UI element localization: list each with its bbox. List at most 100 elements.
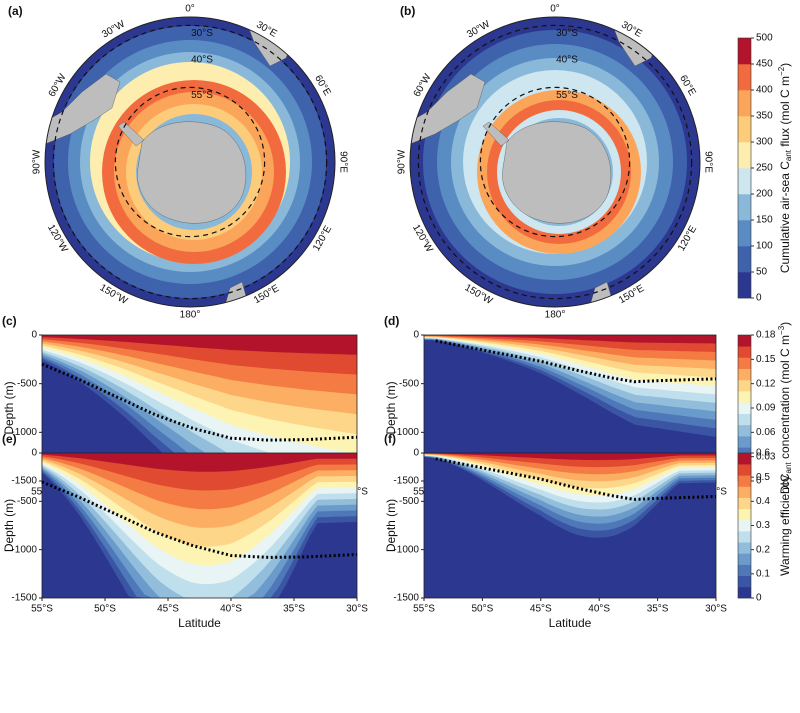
label-part: Cumulative air-sea C — [778, 161, 792, 273]
longitude-label: 180° — [545, 310, 566, 321]
x-axis-label: Latitude — [549, 616, 592, 630]
colorbar-swatch — [738, 168, 751, 195]
colorbar-swatch — [738, 272, 751, 299]
y-tick-label: 0 — [31, 330, 37, 341]
colorbar-label: Cumulative air-sea Cant flux (mol C m−2) — [777, 63, 793, 273]
colorbar-swatch — [738, 436, 751, 448]
colorbar-tick-label: 0.12 — [756, 378, 776, 389]
contour-band — [42, 453, 357, 472]
colorbar-tick-label: 50 — [756, 267, 768, 278]
colorbar-swatch — [738, 508, 751, 521]
panel-label: (e) — [2, 432, 17, 446]
colorbar-tick-label: 0.6 — [756, 448, 770, 459]
map-border — [44, 16, 336, 308]
colorbar-swatch — [738, 553, 751, 565]
colorbar-swatch — [738, 357, 751, 369]
colorbar-swatch — [738, 194, 751, 221]
panel-label: (a) — [8, 4, 23, 18]
colorbar-swatch — [738, 368, 751, 381]
colorbar-tick-label: 0.06 — [756, 427, 776, 438]
longitude-label: 90°E — [702, 151, 713, 173]
colorbar-swatch — [738, 453, 751, 465]
colorbar-tick-label: 0.5 — [756, 472, 770, 483]
colorbar-tick-label: 200 — [756, 189, 773, 200]
colorbar-swatch — [738, 346, 751, 358]
colorbar-tick-label: 150 — [756, 215, 773, 226]
colorbar-tick-label: 300 — [756, 137, 773, 148]
label-part: −3 — [777, 325, 786, 335]
latitude-circle — [52, 24, 328, 300]
latitude-circle — [479, 86, 631, 238]
colorbar-tick-label: 0 — [756, 476, 762, 487]
y-tick-label: -1000 — [393, 544, 419, 555]
contour-band — [424, 335, 716, 344]
y-axis-label: Depth (m) — [2, 381, 16, 434]
latitude-label: 55°S — [556, 90, 578, 101]
colorbar-tick-label: 0.09 — [756, 403, 776, 414]
y-tick-label: -1500 — [393, 593, 419, 604]
y-tick-label: -500 — [17, 496, 37, 507]
x-tick-label: 40°S — [588, 604, 610, 615]
longitude-label: 90°E — [337, 151, 348, 173]
longitude-label: 90°W — [397, 149, 408, 174]
latitude-label: 40°S — [556, 54, 578, 65]
label-part: ant — [784, 462, 793, 474]
colorbar-tick-label: 0 — [756, 593, 762, 604]
colorbar-tick-label: 0.15 — [756, 354, 776, 365]
contour-band — [42, 335, 357, 355]
panel-label: (f) — [384, 432, 396, 446]
y-tick-label: -1500 — [11, 476, 37, 487]
x-tick-label: 30°S — [346, 604, 368, 615]
colorbar-tick-label: 100 — [756, 241, 773, 252]
map-field — [410, 17, 700, 307]
colorbar-swatch — [738, 38, 751, 65]
x-tick-label: 55°S — [31, 604, 53, 615]
contour-field: 55°S50°S45°S40°S35°S30°S-1500-1000-5000L… — [2, 314, 368, 513]
y-tick-label: -1000 — [393, 427, 419, 438]
colorbar-swatch — [738, 220, 751, 247]
colorbar-swatch — [738, 475, 751, 487]
colorbar-tick-label: 450 — [756, 59, 773, 70]
latitude-label: 30°S — [556, 28, 578, 39]
y-axis-label: Depth (m) — [384, 499, 398, 552]
contour-bands — [42, 453, 357, 598]
x-tick-label: 35°S — [647, 604, 669, 615]
y-tick-label: -500 — [399, 496, 419, 507]
y-tick-label: -500 — [399, 378, 419, 389]
contour-band — [424, 453, 716, 461]
plot-frame — [41, 452, 358, 599]
x-tick-label: 45°S — [530, 604, 552, 615]
colorbar-swatch — [738, 575, 751, 588]
colorbar-tick-label: 250 — [756, 163, 773, 174]
contour-bands — [424, 335, 716, 481]
colorbar-tick-label: 0.3 — [756, 520, 770, 531]
x-tick-label: 45°S — [157, 604, 179, 615]
y-tick-label: 0 — [413, 448, 419, 459]
colorbar-tick-label: 400 — [756, 85, 773, 96]
longitude-label: 0° — [550, 4, 560, 15]
label-part: concentration (mol C m — [778, 335, 792, 462]
colorbar-tick-label: 0.4 — [756, 496, 770, 507]
colorbar-swatch — [738, 64, 751, 91]
y-tick-label: -500 — [17, 378, 37, 389]
map-border — [409, 16, 701, 308]
label-part: ant — [784, 149, 793, 161]
y-axis-label: Depth (m) — [2, 499, 16, 552]
latitude-label: 40°S — [191, 54, 213, 65]
map-field — [45, 17, 335, 307]
longitude-label: 90°W — [32, 149, 43, 174]
plot-frame — [423, 452, 717, 599]
contour-field: 55°S50°S45°S40°S35°S30°S-1500-1000-5000L… — [384, 314, 727, 513]
panel-label: (d) — [384, 314, 399, 328]
latitude-label: 55°S — [191, 90, 213, 101]
longitude-label: 0° — [185, 4, 195, 15]
label-part: ) — [778, 63, 792, 67]
colorbar-swatch — [738, 519, 751, 532]
label-part: Warming efficiency — [778, 475, 792, 576]
mixed-layer-line — [41, 362, 358, 442]
y-tick-label: -1000 — [11, 544, 37, 555]
colorbar-swatch — [738, 486, 751, 498]
colorbar-swatch — [738, 464, 751, 476]
colorbar-swatch — [738, 391, 751, 403]
